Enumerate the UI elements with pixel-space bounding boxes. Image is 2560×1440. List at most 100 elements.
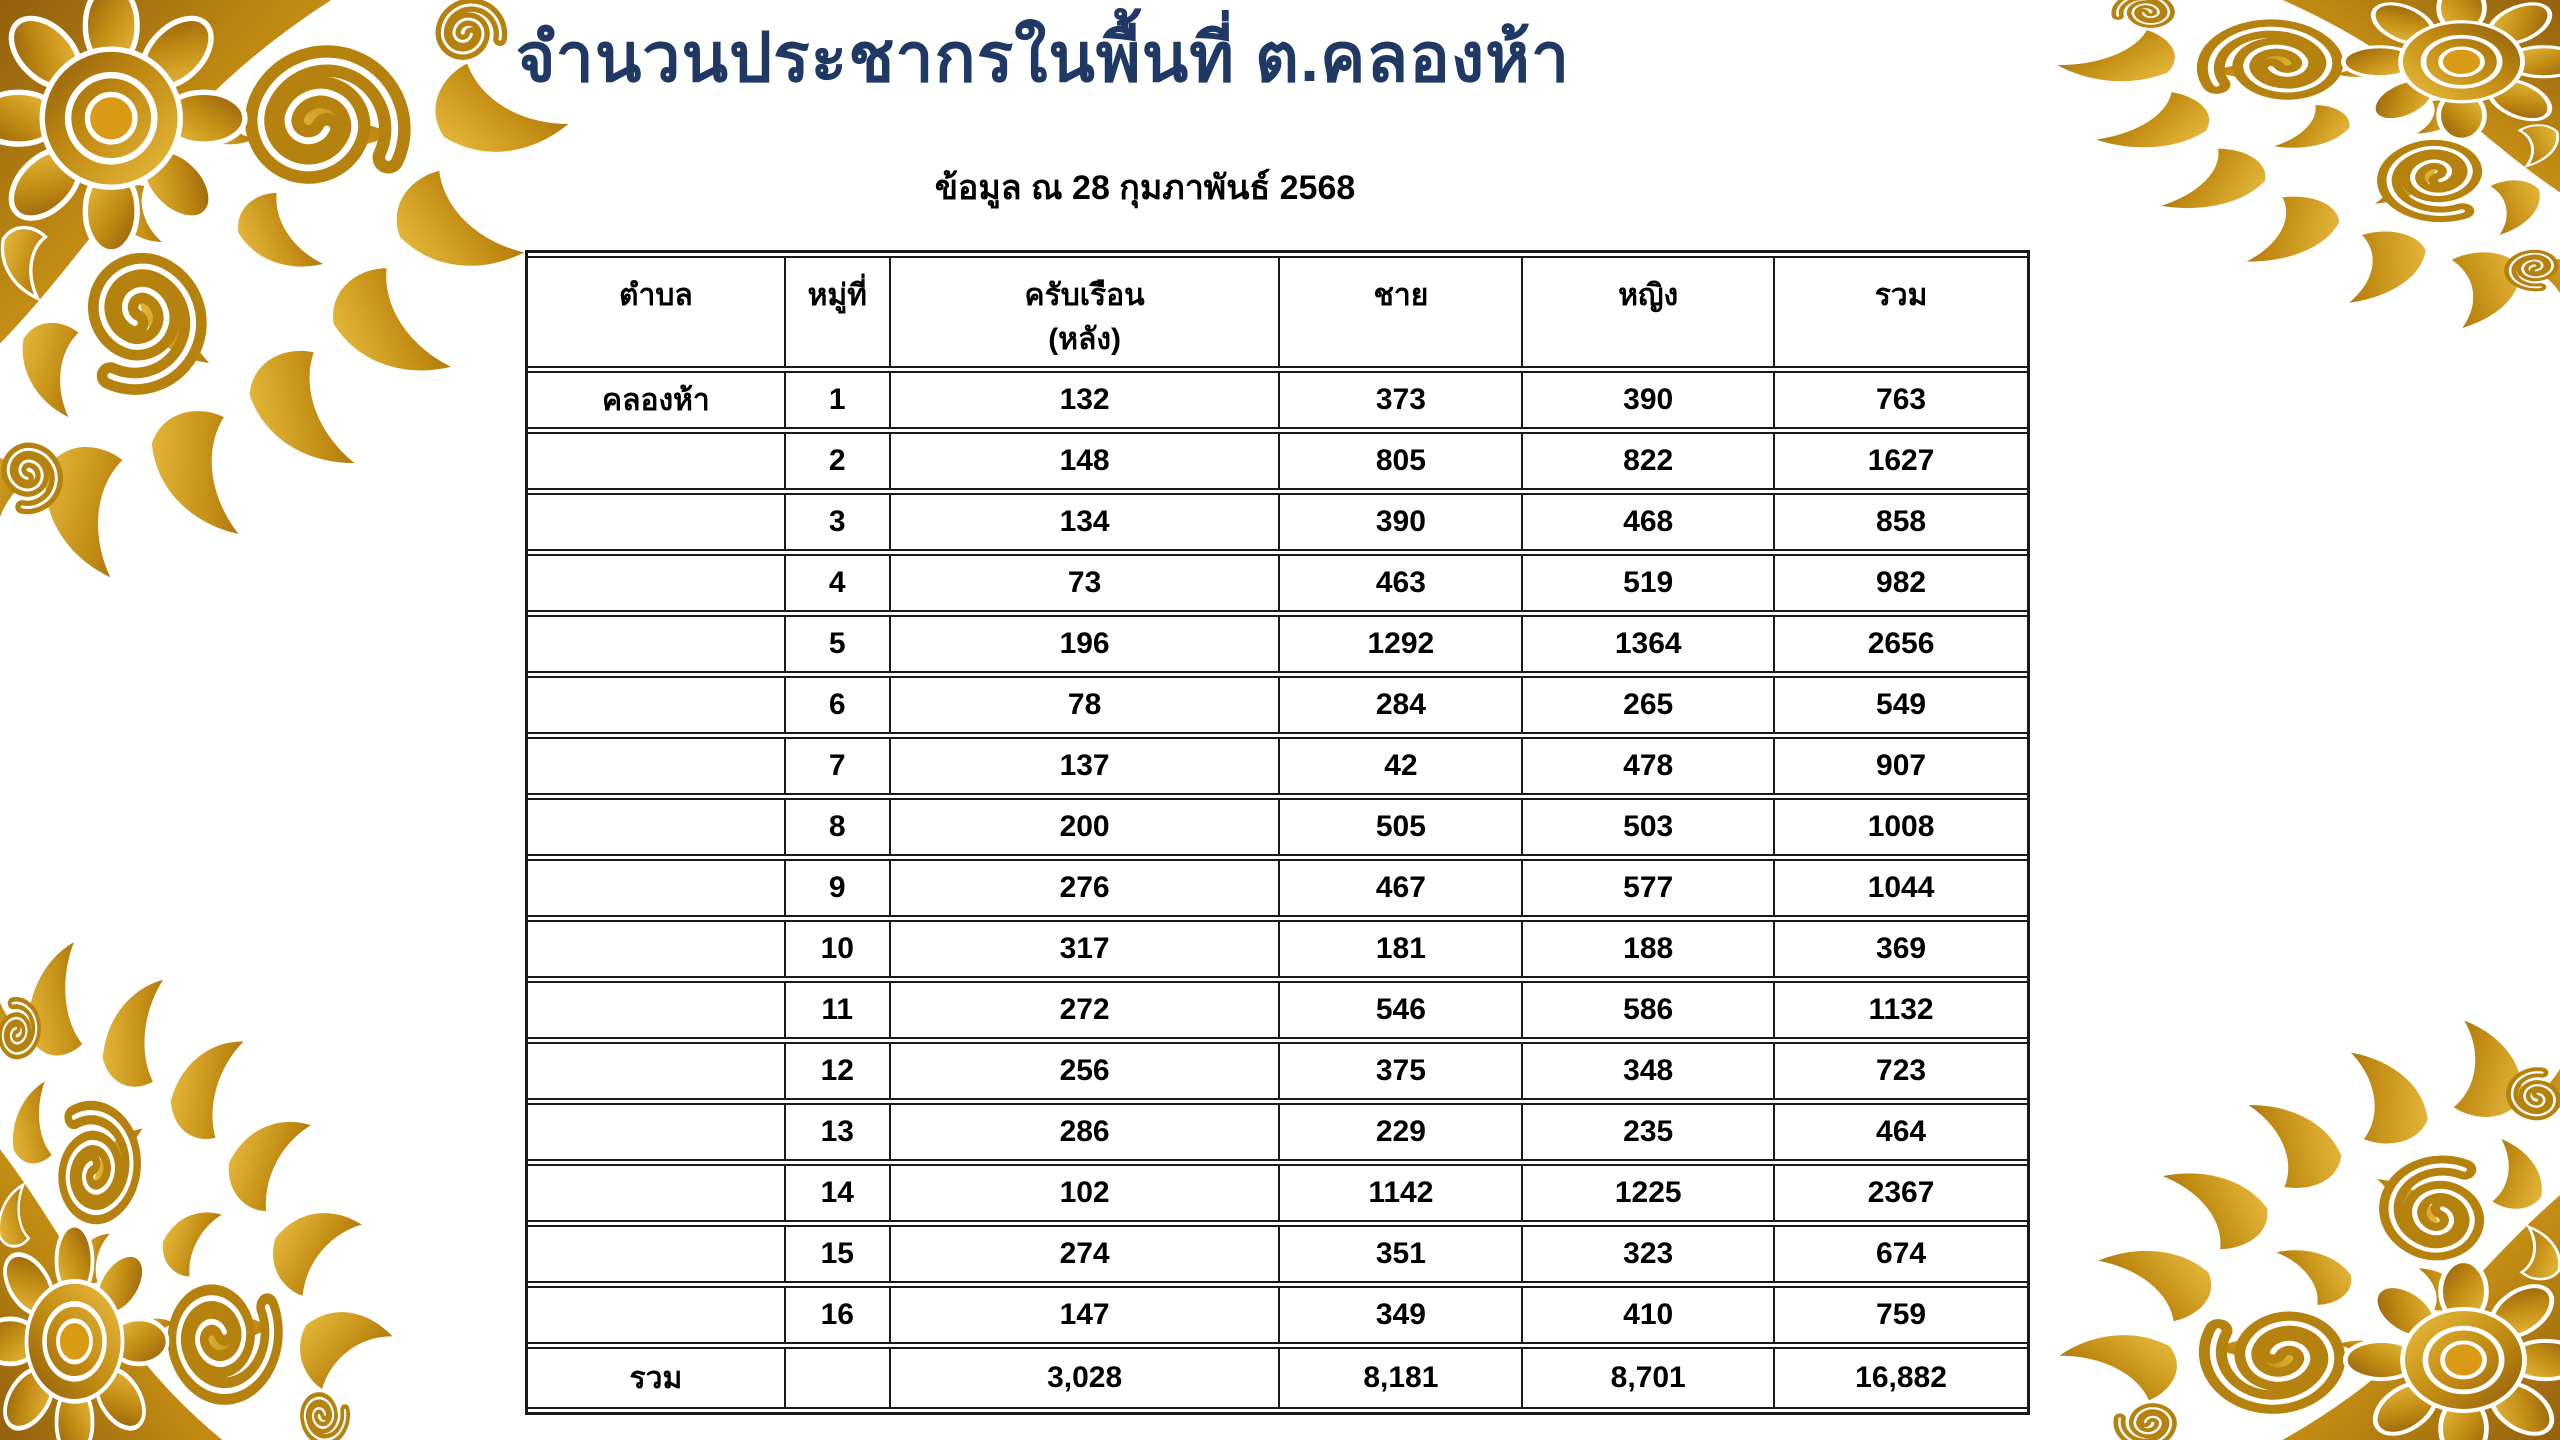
table-cell: 274 [890, 1225, 1281, 1283]
table-cell: 723 [1775, 1042, 2027, 1100]
table-cell: 14 [785, 1164, 891, 1222]
table-row: 7 137 42 478 907 [528, 737, 2027, 795]
table-row: 5 196 1292 1364 2656 [528, 615, 2027, 673]
table-cell: 2367 [1775, 1164, 2027, 1222]
data-as-of-subtitle: ข้อมูล ณ 28 กุมภาพันธ์ 2568 [934, 169, 1356, 207]
table-cell [528, 920, 786, 978]
table-cell: 148 [890, 432, 1281, 490]
table-cell: 468 [1523, 493, 1776, 551]
table-row: 14 102 1142 1225 2367 [528, 1164, 2027, 1222]
table-cell: 6 [785, 676, 891, 734]
table-cell: 390 [1280, 493, 1524, 551]
column-header-5: หญิง [1523, 256, 1776, 368]
table-cell: 478 [1523, 737, 1776, 795]
summary-cell: 16,882 [1775, 1347, 2027, 1409]
table-cell: 2656 [1775, 615, 2027, 673]
table-cell: 8 [785, 798, 891, 856]
table-cell: 759 [1775, 1286, 2027, 1344]
table-cell: 42 [1280, 737, 1524, 795]
table-cell: 102 [890, 1164, 1281, 1222]
table-cell: 1225 [1523, 1164, 1776, 1222]
table-cell: 11 [785, 981, 891, 1039]
table-row: 2 148 805 822 1627 [528, 432, 2027, 490]
table-cell: 12 [785, 1042, 891, 1100]
table-cell: 805 [1280, 432, 1524, 490]
table-cell [528, 493, 786, 551]
table-cell: 577 [1523, 859, 1776, 917]
table-cell: คลองห้า [528, 371, 786, 429]
summary-cell: 8,181 [1280, 1347, 1524, 1409]
table-cell: 137 [890, 737, 1281, 795]
table-cell: 2 [785, 432, 891, 490]
table-cell: 822 [1523, 432, 1776, 490]
table-cell: 10 [785, 920, 891, 978]
table-row: 4 73 463 519 982 [528, 554, 2027, 612]
table-cell: 1132 [1775, 981, 2027, 1039]
table-cell: 132 [890, 371, 1281, 429]
table-cell: 235 [1523, 1103, 1776, 1161]
table-cell: 256 [890, 1042, 1281, 1100]
column-header-1: ตำบล [528, 256, 786, 368]
table-cell: 9 [785, 859, 891, 917]
table-cell: 229 [1280, 1103, 1524, 1161]
table-cell: 375 [1280, 1042, 1524, 1100]
table-cell: 134 [890, 493, 1281, 551]
summary-row: รวม 3,028 8,181 8,701 16,882 [528, 1347, 2027, 1409]
table-cell: 78 [890, 676, 1281, 734]
table-cell: 1008 [1775, 798, 2027, 856]
table-cell: 1 [785, 371, 891, 429]
table-cell: 463 [1280, 554, 1524, 612]
table-row: 15 274 351 323 674 [528, 1225, 2027, 1283]
table-cell: 73 [890, 554, 1281, 612]
table-cell: 763 [1775, 371, 2027, 429]
table-cell [528, 1103, 786, 1161]
table-cell: 467 [1280, 859, 1524, 917]
table-cell [528, 798, 786, 856]
table-cell: 390 [1523, 371, 1776, 429]
table-cell: 348 [1523, 1042, 1776, 1100]
table-cell: 546 [1280, 981, 1524, 1039]
table-header-row: ตำบล หมู่ที่ ครับเรือน (หลัง) ชาย หญิง รวม [528, 256, 2027, 368]
table-cell: 284 [1280, 676, 1524, 734]
column-header-6: รวม [1775, 256, 2027, 368]
table-cell [528, 432, 786, 490]
table-cell: 410 [1523, 1286, 1776, 1344]
table-cell [528, 1286, 786, 1344]
table-cell: 1044 [1775, 859, 2027, 917]
table-cell: 276 [890, 859, 1281, 917]
table-cell: 549 [1775, 676, 2027, 734]
summary-cell: รวม [528, 1347, 786, 1409]
table-cell: 503 [1523, 798, 1776, 856]
gold-ornament-top-right-image [1964, 0, 2560, 388]
table-cell: 674 [1775, 1225, 2027, 1283]
page-title: จำนวนประชากรในพื้นที่ ต.คลองห้า [515, 20, 1571, 96]
table-cell: 196 [890, 615, 1281, 673]
table-cell [528, 1042, 786, 1100]
table-cell: 519 [1523, 554, 1776, 612]
population-table-body: คลองห้า 1 132 373 390 763 2 148 805 822 1627 3 134 39… [528, 371, 2027, 1409]
table-cell: 7 [785, 737, 891, 795]
table-cell: 16 [785, 1286, 891, 1344]
table-cell: 4 [785, 554, 891, 612]
column-header-3: ครับเรือน (หลัง) [890, 256, 1281, 368]
table-cell: 369 [1775, 920, 2027, 978]
column-header-4: ชาย [1280, 256, 1524, 368]
table-cell [528, 737, 786, 795]
table-cell: 1627 [1775, 432, 2027, 490]
table-row: 9 276 467 577 1044 [528, 859, 2027, 917]
table-row: 11 272 546 586 1132 [528, 981, 2027, 1039]
table-cell: 15 [785, 1225, 891, 1283]
table-cell: 982 [1775, 554, 2027, 612]
table-cell: 907 [1775, 737, 2027, 795]
table-row: 10 317 181 188 369 [528, 920, 2027, 978]
table-cell: 147 [890, 1286, 1281, 1344]
gold-ornament-bottom-right-image [1966, 944, 2560, 1440]
table-cell [528, 1164, 786, 1222]
table-cell: 1292 [1280, 615, 1524, 673]
table-cell: 5 [785, 615, 891, 673]
table-cell [528, 859, 786, 917]
table-cell: 351 [1280, 1225, 1524, 1283]
table-cell: 181 [1280, 920, 1524, 978]
summary-cell [785, 1347, 891, 1409]
